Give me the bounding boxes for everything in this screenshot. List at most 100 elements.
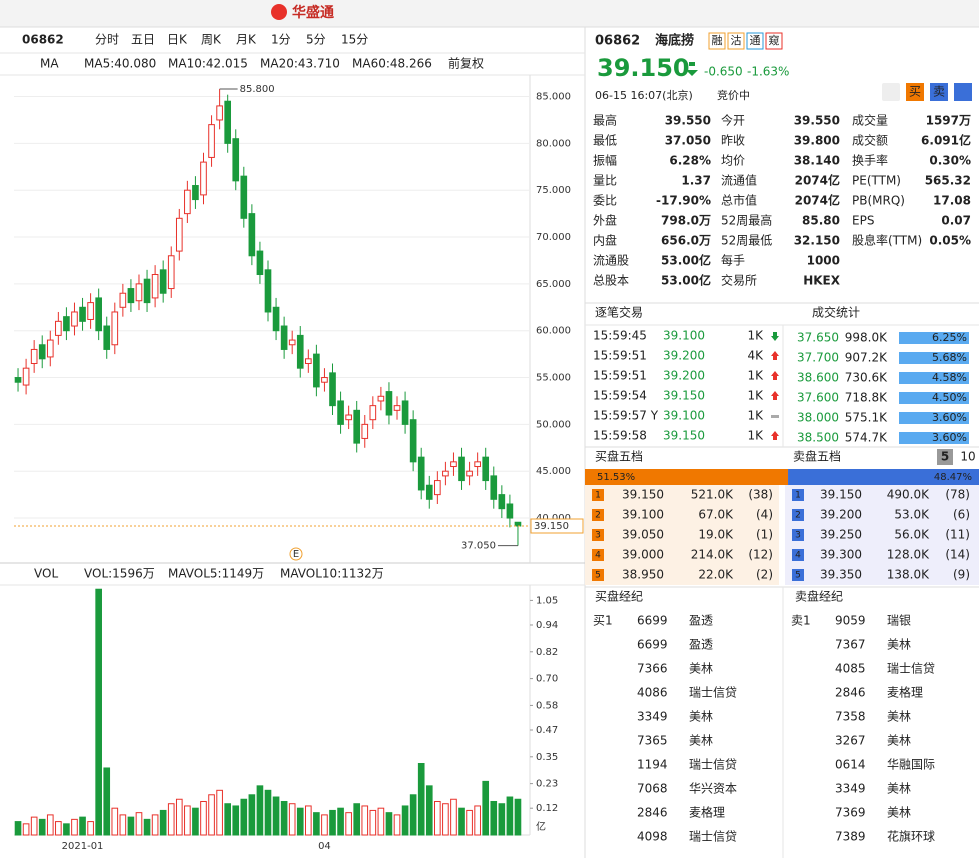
period-tab[interactable]: 五日 xyxy=(131,33,155,47)
period-tab[interactable]: 15分 xyxy=(341,33,368,47)
bell-button[interactable] xyxy=(882,83,900,101)
candle-body xyxy=(514,521,522,527)
candle-body xyxy=(192,185,199,201)
trade-size: 4K xyxy=(747,349,764,363)
stat-volume: 730.6K xyxy=(845,371,888,385)
candle-body xyxy=(304,358,312,364)
adjust-mode[interactable]: 前复权 xyxy=(448,56,484,71)
stat-price: 37.700 xyxy=(797,351,839,365)
depth-label: 10 xyxy=(960,450,975,464)
volume-bar xyxy=(135,812,143,836)
level-box xyxy=(792,489,804,501)
market-status: 竞价中 xyxy=(717,88,750,102)
stat-label: 股息率(TTM) xyxy=(852,233,922,248)
stat-pct: 4.58% xyxy=(932,371,967,384)
down-arrow xyxy=(771,332,779,341)
volume-bar xyxy=(232,805,240,836)
pct-bar xyxy=(899,372,969,384)
stat-value: 656.0万 xyxy=(661,234,711,248)
level-number: 3 xyxy=(595,531,601,541)
stat-label: 流通股 xyxy=(593,254,629,268)
candle-body xyxy=(393,405,401,411)
candle-body xyxy=(458,456,465,482)
x-tick-label: 04 xyxy=(318,841,331,852)
volume-bar xyxy=(71,818,78,836)
book-price: 39.300 xyxy=(820,548,862,562)
stat-value: 53.00亿 xyxy=(661,273,711,288)
candle-body xyxy=(87,302,94,320)
down-arrow xyxy=(686,62,698,76)
broker-id: 2846 xyxy=(835,686,866,700)
depth-tab[interactable] xyxy=(937,449,953,465)
broker-name: 美林 xyxy=(689,734,713,748)
stat-value: 0.30% xyxy=(929,154,971,168)
broker-name: 盈透 xyxy=(689,638,713,652)
pct-bar xyxy=(899,432,969,444)
sell-button[interactable] xyxy=(930,83,948,101)
period-tab[interactable]: 1分 xyxy=(271,33,291,47)
tag: 通 xyxy=(750,34,761,47)
candle-body xyxy=(313,353,320,388)
book-row-bg xyxy=(785,505,979,525)
candle-body xyxy=(264,269,272,313)
candle-body xyxy=(63,316,70,332)
volume-bar xyxy=(434,800,441,836)
volume-bar xyxy=(224,803,232,836)
candle-body xyxy=(232,138,240,182)
stat-label: 总市值 xyxy=(721,193,757,208)
volume-bar xyxy=(103,767,111,836)
book-price: 39.150 xyxy=(622,488,664,502)
stat-label: 流通值 xyxy=(721,173,757,188)
book-volume: 521.0K xyxy=(691,488,734,502)
broker-id: 3267 xyxy=(835,734,866,748)
stat-volume: 907.2K xyxy=(845,351,888,365)
volume-bar xyxy=(321,814,328,836)
period-tab[interactable]: 5分 xyxy=(306,33,326,47)
buy-button[interactable] xyxy=(906,83,924,101)
period-tab[interactable]: 分时 xyxy=(95,33,119,47)
candle-body xyxy=(103,325,111,350)
stat-price: 37.650 xyxy=(797,331,839,345)
stat-value: 39.800 xyxy=(794,134,840,148)
volume-bar xyxy=(38,818,46,836)
book-volume: 214.0K xyxy=(691,548,734,562)
candle-body xyxy=(434,480,441,496)
broker-name: 美林 xyxy=(887,710,911,724)
candle-body xyxy=(417,456,425,491)
candle-body xyxy=(143,278,151,304)
stat-value: 17.08 xyxy=(933,194,971,208)
period-tab[interactable]: 周K xyxy=(201,33,222,47)
logo xyxy=(271,4,287,20)
event-label: E xyxy=(293,549,299,560)
candle-body xyxy=(224,100,232,144)
broker-id: 7366 xyxy=(637,662,668,676)
book-count: (2) xyxy=(756,568,773,582)
book-count: (9) xyxy=(953,568,970,582)
pct-bar xyxy=(899,352,969,364)
trade-time: 15:59:57 Y xyxy=(593,409,659,423)
trade-time: 15:59:54 xyxy=(593,389,647,403)
volume-bar xyxy=(506,796,514,836)
period-tab[interactable]: 日K xyxy=(167,33,188,47)
volume-bar xyxy=(401,805,409,836)
book-row-bg xyxy=(785,525,979,545)
level-box xyxy=(592,509,604,521)
level-number: 1 xyxy=(595,491,601,501)
book-count: (6) xyxy=(953,508,970,522)
trade-time: 15:59:51 xyxy=(593,349,647,363)
broker-id: 4086 xyxy=(637,686,668,700)
volume-bar xyxy=(208,794,215,836)
candle-body xyxy=(409,419,417,463)
menu-button[interactable] xyxy=(954,83,972,101)
bid-ratio-bar xyxy=(585,469,789,485)
section-title: 买盘经纪 xyxy=(595,589,643,604)
broker-name: 美林 xyxy=(887,734,911,748)
y-tick-label: 0.94 xyxy=(536,620,558,631)
low-annotation: 37.050 xyxy=(461,541,496,552)
volume-bar xyxy=(377,807,385,836)
stat-label: 委比 xyxy=(593,194,617,208)
tag-box xyxy=(765,32,783,50)
period-tab[interactable]: 月K xyxy=(236,33,257,47)
stat-value: -17.90% xyxy=(656,194,711,208)
